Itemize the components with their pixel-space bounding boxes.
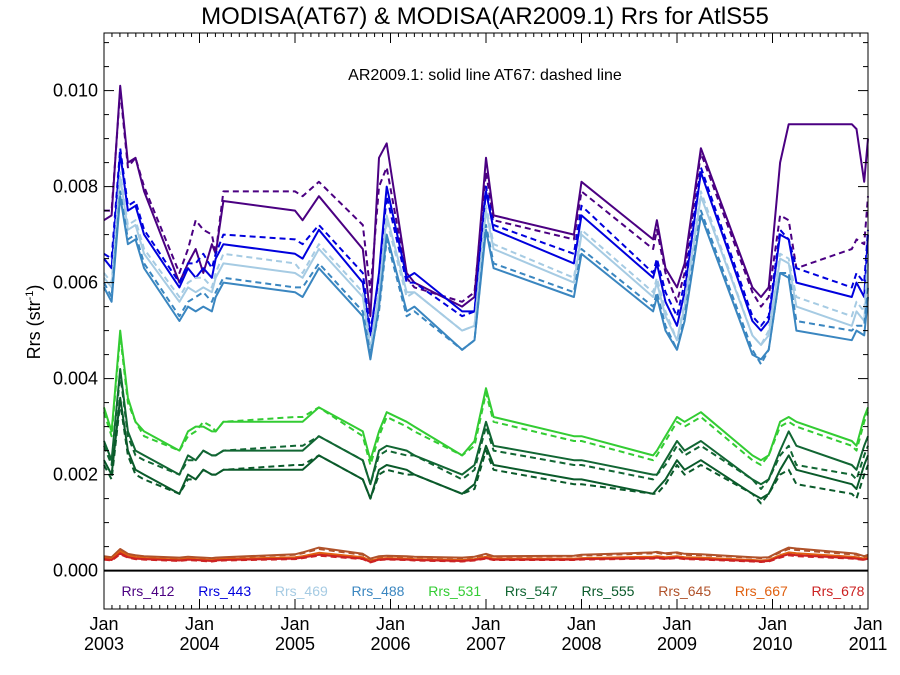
legend-label: Rrs_443 (198, 583, 251, 599)
y-tick-label: 0.008 (53, 177, 98, 197)
x-tick-month-label: Jan (758, 614, 787, 634)
plot-lines (103, 84, 869, 572)
x-tick-year-label: 2004 (179, 634, 219, 654)
y-tick-label: 0.004 (53, 369, 98, 389)
legend-label: Rrs_547 (505, 583, 558, 599)
x-tick-month-label: Jan (89, 614, 118, 634)
y-tick-label: 0.010 (53, 81, 98, 101)
x-tick-month-label: Jan (185, 614, 214, 634)
x-tick-year-label: 2006 (370, 634, 410, 654)
x-tick-month-label: Jan (853, 614, 882, 634)
series-line-rrs-443-dashed (103, 147, 869, 332)
legend-label: Rrs_555 (582, 583, 635, 599)
series-line-rrs-531-solid (103, 329, 869, 462)
series-line-rrs-412-dashed (104, 89, 869, 308)
y-axis-label: Rrs (str-1) (24, 285, 44, 360)
y-tick-label: 0.000 (53, 561, 98, 581)
legend-label: Rrs_469 (275, 583, 328, 599)
x-tick-year-label: 2009 (657, 634, 697, 654)
legend-label: Rrs_531 (428, 583, 481, 599)
legend-label: Rrs_488 (352, 583, 405, 599)
chart-subtitle: AR2009.1: solid line AT67: dashed line (348, 67, 622, 84)
x-tick-month-label: Jan (471, 614, 500, 634)
y-axis-label-superscript: -1 (24, 291, 36, 301)
legend-label: Rrs_412 (122, 583, 175, 599)
legend: Rrs_412 Rrs_443 Rrs_469 Rrs_488 Rrs_531 Rrs_5… (122, 583, 865, 599)
series-line-rrs-531-dashed (103, 334, 869, 466)
y-tick-label: 0.006 (53, 273, 98, 293)
legend-label: Rrs_678 (812, 583, 865, 599)
x-tick-month-label: Jan (280, 614, 309, 634)
series-line-rrs-555-dashed (103, 401, 869, 505)
plot-axes: 0.0000.0020.0040.0060.0080.010Jan2003Jan… (53, 32, 888, 654)
x-tick-year-label: 2005 (275, 634, 315, 654)
series-line-rrs-443-solid (103, 152, 869, 337)
x-tick-month-label: Jan (567, 614, 596, 634)
series-line-rrs-488-solid (103, 195, 869, 361)
series-line-rrs-412-solid (103, 84, 869, 318)
series-line-rrs-645-dashed (103, 548, 869, 561)
x-tick-year-label: 2011 (849, 634, 888, 654)
series-line-rrs-488-dashed (103, 190, 869, 366)
y-axis-label-end: ) (24, 285, 44, 291)
series-line-rrs-469-dashed (103, 171, 869, 346)
legend-label: Rrs_667 (735, 583, 788, 599)
chart-title: MODISA(AT67) & MODISA(AR2009.1) Rrs for … (201, 3, 769, 30)
x-tick-year-label: 2010 (752, 634, 792, 654)
x-tick-year-label: 2003 (84, 634, 124, 654)
x-tick-month-label: Jan (376, 614, 405, 634)
y-axis-label-main: Rrs (str (24, 300, 44, 359)
series-line-rrs-678-solid (103, 552, 869, 563)
x-tick-year-label: 2007 (466, 634, 506, 654)
legend-label: Rrs_645 (658, 583, 711, 599)
series-line-rrs-469-solid (103, 176, 869, 351)
x-tick-month-label: Jan (662, 614, 691, 634)
series-line-rrs-555-solid (103, 396, 869, 500)
x-tick-year-label: 2008 (561, 634, 601, 654)
y-tick-label: 0.002 (53, 465, 98, 485)
series-line-rrs-547-dashed (103, 372, 869, 490)
